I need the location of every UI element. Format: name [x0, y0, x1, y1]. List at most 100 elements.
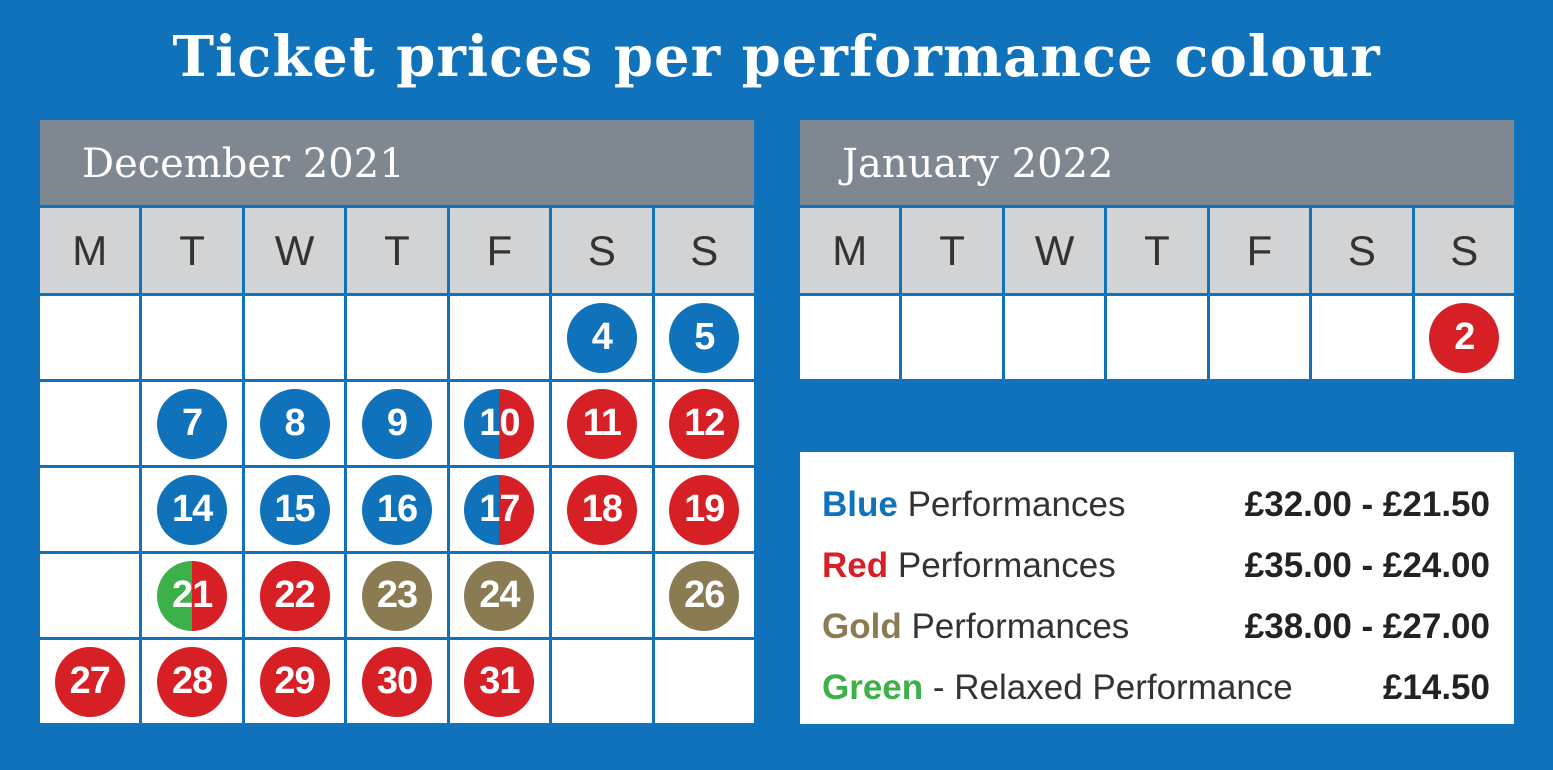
calendar-day-cell: 11 — [552, 382, 652, 465]
calendar-day-cell — [1209, 296, 1310, 379]
weekday-header: S — [552, 208, 652, 293]
calendar-day-cell: 5 — [654, 296, 754, 379]
performance-date-badge[interactable]: 21 — [157, 560, 228, 631]
calendar-day-cell: 18 — [552, 468, 652, 551]
weekday-header: M — [800, 208, 900, 293]
weekday-header: T — [902, 208, 1002, 293]
performance-date-badge[interactable]: 7 — [157, 388, 228, 459]
legend-colour-name: Gold — [822, 606, 902, 646]
calendar-month-title: December 2021 — [40, 120, 754, 208]
legend-price: £14.50 — [1382, 667, 1490, 707]
performance-date-badge[interactable]: 22 — [259, 560, 330, 631]
legend-label: Blue Performances — [822, 485, 1125, 525]
legend-colour-name: Red — [822, 545, 889, 585]
legend-label: Red Performances — [822, 546, 1116, 586]
performance-date-badge[interactable]: 27 — [54, 646, 125, 717]
weekday-header: T — [1107, 208, 1207, 293]
calendar-day-cell — [552, 554, 652, 637]
calendar-day-cell: 19 — [654, 468, 754, 551]
calendar-day-cell: 9 — [347, 382, 447, 465]
performance-date-badge[interactable]: 10 — [464, 388, 535, 459]
performance-date-badge[interactable]: 23 — [361, 560, 432, 631]
performance-date-badge[interactable]: 26 — [669, 560, 740, 631]
performance-date-badge[interactable]: 15 — [259, 474, 330, 545]
performance-date-badge[interactable]: 28 — [157, 646, 228, 717]
calendar-day-cell — [449, 296, 550, 379]
legend-label: Green - Relaxed Performance — [822, 668, 1293, 708]
calendar-day-cell — [40, 554, 140, 637]
performance-date-badge[interactable]: 29 — [259, 646, 330, 717]
legend-colour-name: Green — [822, 667, 924, 707]
weekday-header: S — [1312, 208, 1412, 293]
weekday-header: W — [244, 208, 345, 293]
calendar-day-cell: 10 — [449, 382, 550, 465]
calendar-day-cell — [1107, 296, 1207, 379]
calendar-day-cell: 4 — [552, 296, 652, 379]
weekday-header: F — [449, 208, 550, 293]
performance-date-badge[interactable]: 31 — [464, 646, 535, 717]
calendar-month-title: January 2022 — [800, 120, 1514, 208]
performance-date-badge[interactable]: 19 — [669, 474, 740, 545]
calendar-day-cell: 23 — [347, 554, 447, 637]
calendar-day-cell — [552, 640, 652, 723]
legend-colour-name: Blue — [822, 484, 898, 524]
weekday-header: T — [347, 208, 447, 293]
calendar-day-cell: 7 — [142, 382, 242, 465]
calendar-day-cell: 26 — [654, 554, 754, 637]
performance-date-badge[interactable]: 9 — [361, 388, 432, 459]
legend-performance-type: Performances — [888, 545, 1116, 585]
weekday-header: S — [1414, 208, 1514, 293]
legend-price: £38.00 - £27.00 — [1244, 606, 1490, 646]
calendar-day-cell — [654, 640, 754, 723]
performance-date-badge[interactable]: 4 — [566, 302, 637, 373]
calendar-day-cell: 14 — [142, 468, 242, 551]
performance-date-badge[interactable]: 30 — [361, 646, 432, 717]
calendar-day-cell: 22 — [244, 554, 345, 637]
weekday-header: W — [1004, 208, 1105, 293]
legend-row: Green - Relaxed Performance £14.50 — [822, 657, 1490, 718]
performance-date-badge[interactable]: 16 — [361, 474, 432, 545]
legend-performance-type: Performances — [897, 484, 1126, 524]
calendar-day-cell: 15 — [244, 468, 345, 551]
calendar-day-cell — [800, 296, 900, 379]
page-title: Ticket prices per performance colour — [172, 24, 1381, 90]
performance-date-badge[interactable]: 2 — [1429, 302, 1500, 373]
legend-label: Gold Performances — [822, 607, 1129, 647]
weekday-header: S — [654, 208, 754, 293]
calendar-day-cell — [347, 296, 447, 379]
calendar-day-cell: 16 — [347, 468, 447, 551]
performance-date-badge[interactable]: 12 — [669, 388, 740, 459]
performance-date-badge[interactable]: 18 — [566, 474, 637, 545]
calendar-day-cell — [244, 296, 345, 379]
calendar-day-cell — [40, 468, 140, 551]
legend-performance-type: Performances — [901, 606, 1130, 646]
legend-price: £35.00 - £24.00 — [1244, 545, 1490, 585]
calendar-day-cell: 28 — [142, 640, 242, 723]
legend-row: Red Performances £35.00 - £24.00 — [822, 535, 1490, 596]
calendar-day-cell: 31 — [449, 640, 550, 723]
performance-date-badge[interactable]: 24 — [464, 560, 535, 631]
price-legend: Blue Performances £32.00 - £21.50 Red Perf… — [800, 452, 1514, 724]
weekday-header: F — [1209, 208, 1310, 293]
performance-date-badge[interactable]: 17 — [464, 474, 535, 545]
weekday-header: M — [40, 208, 140, 293]
legend-row: Blue Performances £32.00 - £21.50 — [822, 474, 1490, 535]
weekday-header: T — [142, 208, 242, 293]
calendar-day-cell: 27 — [40, 640, 140, 723]
calendar-day-cell — [1312, 296, 1412, 379]
calendar-day-cell — [902, 296, 1002, 379]
performance-date-badge[interactable]: 8 — [259, 388, 330, 459]
calendar-day-cell — [1004, 296, 1105, 379]
performance-date-badge[interactable]: 5 — [669, 302, 740, 373]
calendar-day-cell: 17 — [449, 468, 550, 551]
calendar-december: December 2021 M T W T F S S 4 5 7 8 9 10 11 12 14 15 16 17… — [40, 120, 754, 723]
calendar-grid: M T W T F S S 4 5 7 8 9 10 11 12 14 15 16 17 18 19 21 22 23 24 26… — [40, 208, 754, 723]
calendar-day-cell: 8 — [244, 382, 345, 465]
performance-date-badge[interactable]: 14 — [157, 474, 228, 545]
performance-date-badge[interactable]: 11 — [566, 388, 637, 459]
calendar-day-cell: 24 — [449, 554, 550, 637]
legend-row: Gold Performances £38.00 - £27.00 — [822, 596, 1490, 657]
calendar-day-cell: 21 — [142, 554, 242, 637]
